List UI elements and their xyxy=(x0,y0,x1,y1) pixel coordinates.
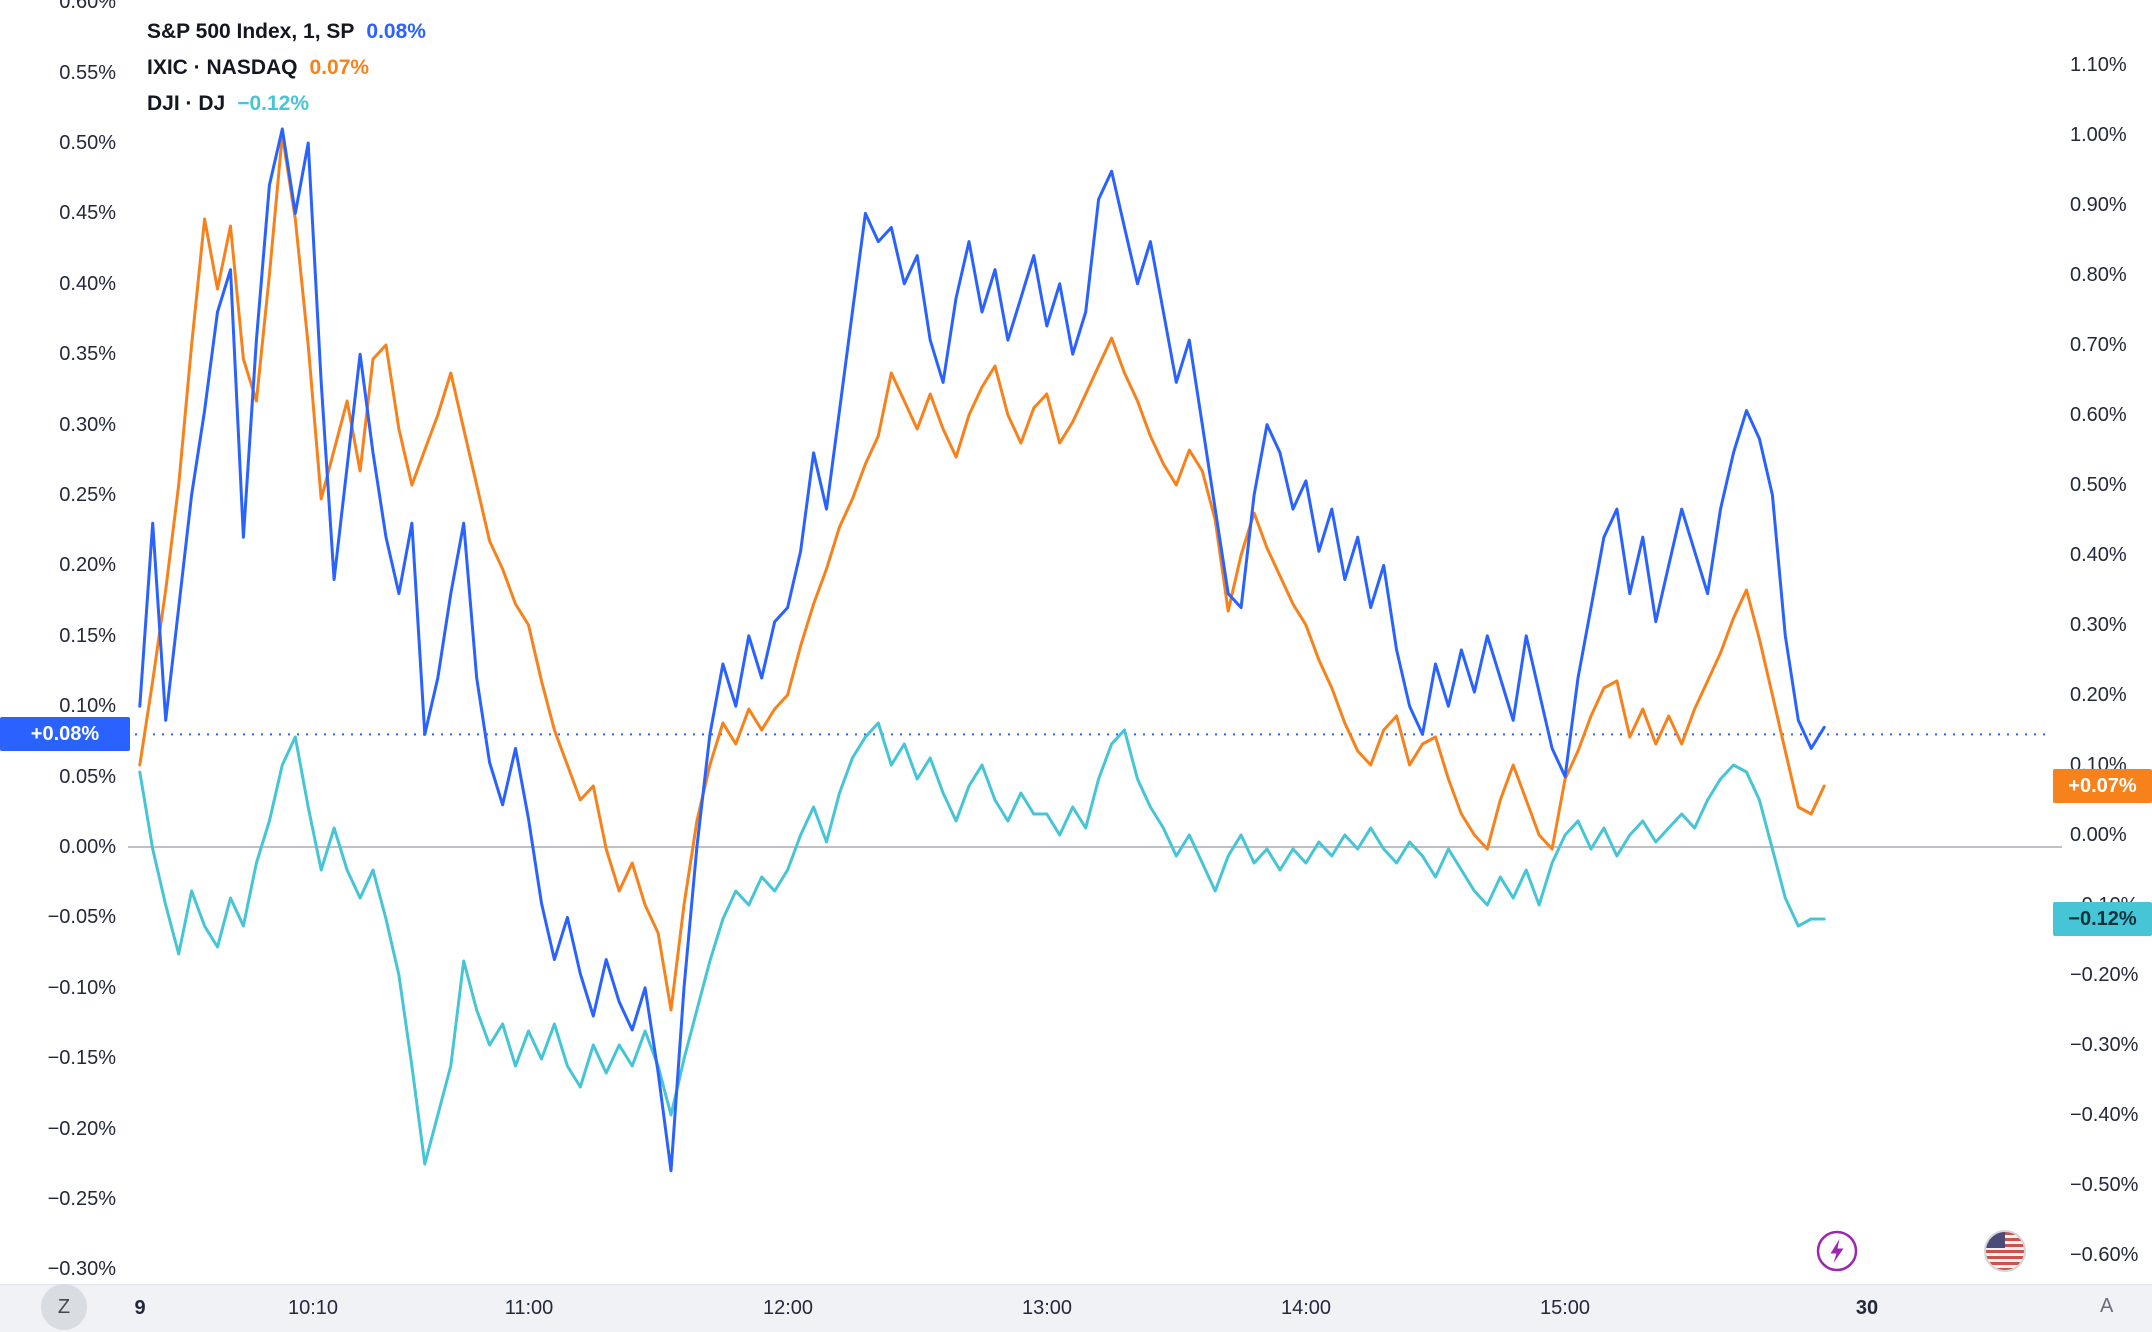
right-axis-tick: 0.20% xyxy=(2070,684,2127,706)
legend-row-dji[interactable]: DJI · DJ −0.12% xyxy=(147,88,426,119)
left-axis-tick: −0.10% xyxy=(47,976,116,999)
left-axis-tick: 0.40% xyxy=(59,272,116,295)
legend-change-value: 0.07% xyxy=(309,55,370,79)
left-axis-tick: 0.50% xyxy=(59,132,116,154)
time-axis-tick: 15:00 xyxy=(1539,1297,1591,1319)
right-axis-tick: 0.60% xyxy=(2070,404,2127,426)
auto-scale-label[interactable]: A xyxy=(2100,1295,2114,1317)
right-axis-tick: 0.70% xyxy=(2070,334,2127,356)
time-axis[interactable]: 9 10:10 11:00 12:00 13:00 14:00 15:00 30 xyxy=(0,1284,2152,1332)
right-axis-tick: 1.00% xyxy=(2070,124,2127,146)
left-axis-tick: 0.60% xyxy=(59,0,116,14)
time-axis-tick: 13:00 xyxy=(1021,1297,1073,1319)
lightning-icon xyxy=(1816,1230,1858,1275)
boost-button[interactable] xyxy=(1816,1230,1858,1272)
legend-symbol-name: S&P 500 Index, 1, SP xyxy=(147,19,355,43)
sp500-price-label: +0.08% xyxy=(0,717,130,752)
right-axis-tick: 0.00% xyxy=(2070,824,2127,846)
right-axis-tick: 0.80% xyxy=(2070,264,2127,286)
left-axis-tick: 0.55% xyxy=(59,61,116,84)
legend-change-value: 0.08% xyxy=(366,19,426,43)
right-axis-tick: 0.30% xyxy=(2070,614,2127,636)
right-axis-tick: 0.90% xyxy=(2070,194,2127,216)
time-axis-tick: 14:00 xyxy=(1280,1297,1332,1319)
left-axis-tick: 0.00% xyxy=(59,836,116,858)
nasdaq-price-label: +0.07% xyxy=(2053,769,2152,803)
dji-series-line[interactable] xyxy=(138,721,1826,1166)
right-axis-tick: −0.60% xyxy=(2070,1244,2139,1266)
left-axis-tick: 0.30% xyxy=(59,413,116,436)
left-axis-tick: 0.05% xyxy=(59,765,116,788)
left-axis-tick: −0.15% xyxy=(47,1047,116,1070)
right-axis-tick: 0.40% xyxy=(2070,544,2127,566)
dji-price-label: −0.12% xyxy=(2053,902,2152,936)
us-flag-icon[interactable] xyxy=(1984,1230,2026,1272)
time-axis-tick: 30 xyxy=(1855,1297,1879,1319)
time-axis-tick: 12:00 xyxy=(762,1297,814,1319)
legend-symbol-name: DJI · DJ xyxy=(147,91,226,115)
right-axis-tick: −0.30% xyxy=(2070,1034,2139,1056)
right-axis-tick: −0.40% xyxy=(2070,1104,2139,1126)
flag-canton xyxy=(1986,1232,2005,1248)
left-axis-tick: 0.35% xyxy=(59,343,116,366)
time-axis-tick: 11:00 xyxy=(504,1297,554,1319)
left-axis-tick: 0.10% xyxy=(59,695,116,718)
left-axis-tick: 0.25% xyxy=(59,484,116,506)
time-axis-tick: 10:10 xyxy=(287,1297,339,1319)
right-axis-tick: 0.50% xyxy=(2070,474,2127,496)
zoom-reset-button[interactable]: Z xyxy=(41,1284,87,1330)
left-axis-tick: −0.25% xyxy=(47,1188,116,1210)
right-axis-tick: −0.50% xyxy=(2070,1174,2139,1196)
time-axis-tick: 9 xyxy=(134,1297,146,1319)
left-axis-tick: 0.20% xyxy=(59,554,116,577)
left-axis-tick: −0.30% xyxy=(47,1258,116,1281)
left-axis-tick: −0.20% xyxy=(47,1117,116,1140)
sp500-series-line[interactable] xyxy=(138,127,1826,1173)
left-axis-tick: −0.05% xyxy=(47,906,116,929)
legend-row-sp500[interactable]: S&P 500 Index, 1, SP 0.08% xyxy=(147,16,426,47)
right-axis-tick: 1.10% xyxy=(2070,54,2127,76)
chart-legend: S&P 500 Index, 1, SP 0.08% IXIC · NASDAQ 0.… xyxy=(147,16,426,119)
legend-row-nasdaq[interactable]: IXIC · NASDAQ 0.07% xyxy=(147,52,426,83)
right-axis-tick: −0.20% xyxy=(2070,964,2139,986)
left-axis-tick: 0.45% xyxy=(59,202,116,225)
left-axis-tick: 0.15% xyxy=(59,624,116,647)
nasdaq-series-line[interactable] xyxy=(138,133,1826,1012)
legend-symbol-name: IXIC · NASDAQ xyxy=(147,55,298,79)
legend-change-value: −0.12% xyxy=(237,91,309,115)
